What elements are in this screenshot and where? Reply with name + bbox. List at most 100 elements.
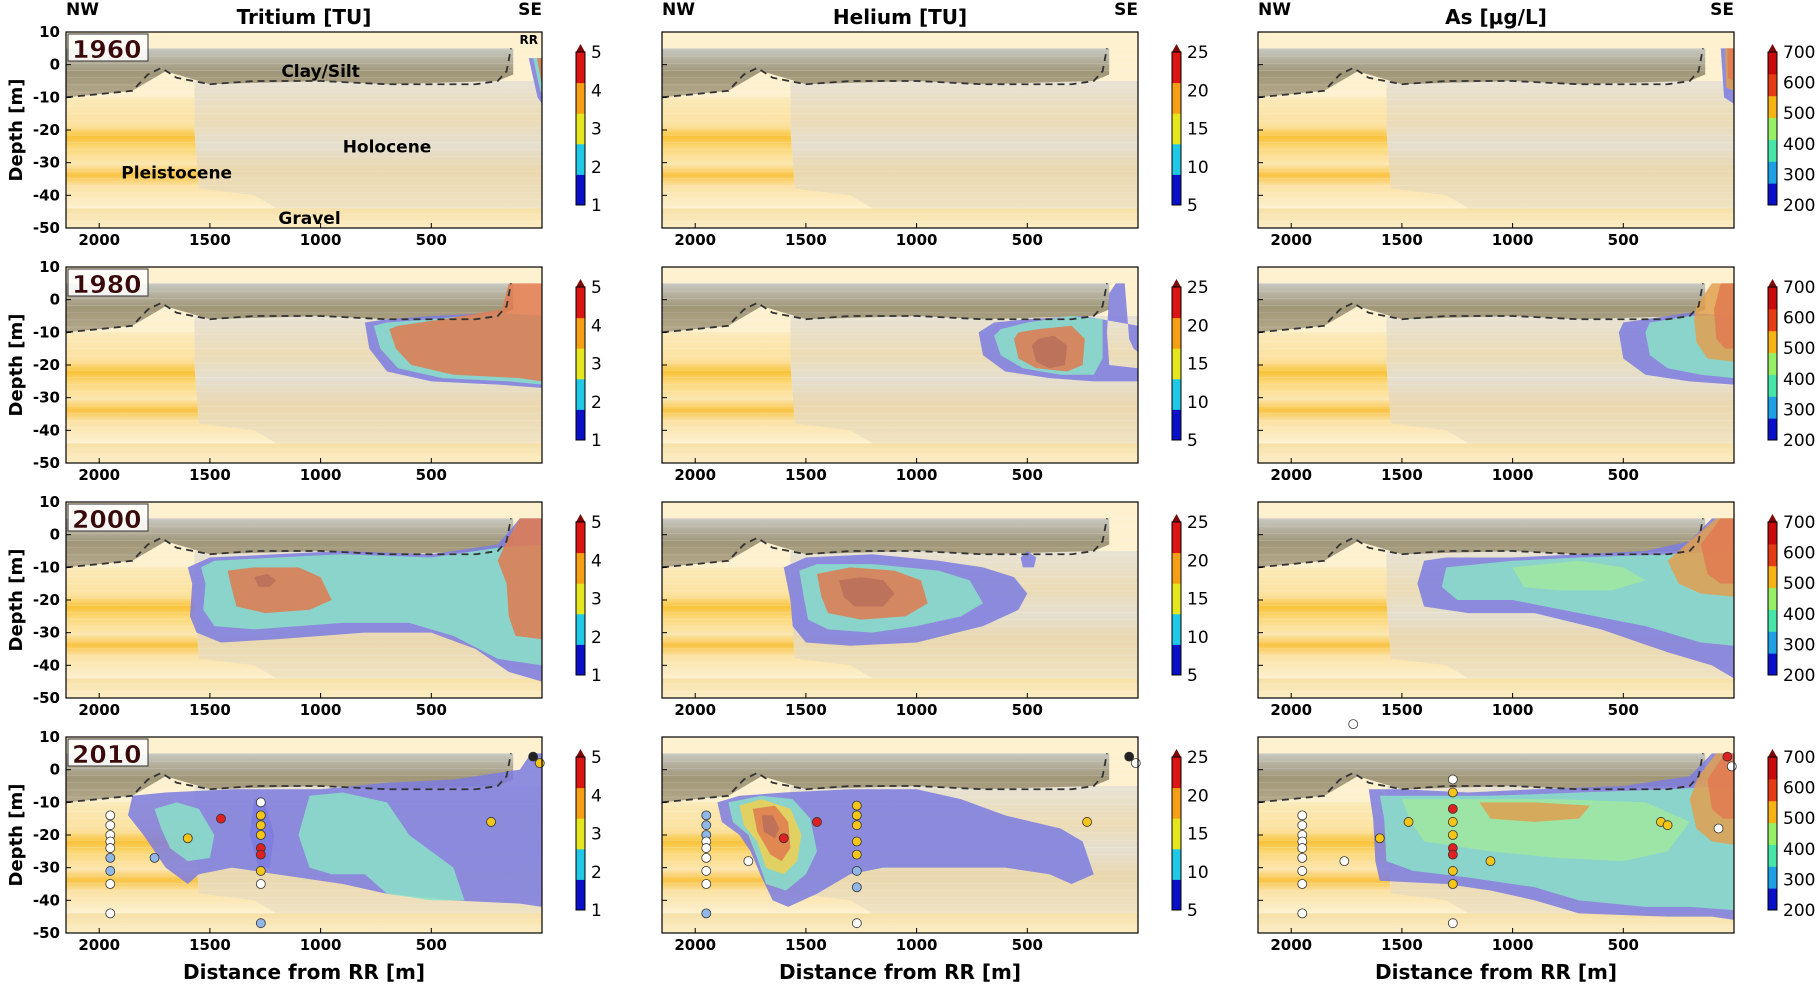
observation-point bbox=[851, 866, 862, 876]
colorbar-band bbox=[1768, 352, 1777, 375]
observation-point bbox=[1297, 879, 1308, 889]
colorbar-tick-label: 1 bbox=[591, 431, 602, 451]
y-tick-label: -50 bbox=[33, 219, 60, 237]
colorbar-extend bbox=[1768, 279, 1777, 287]
panel-r0-c2: 2000 1500 1000 500 200 300 400 500 600 700 bbox=[1257, 31, 1815, 249]
observation-point bbox=[1447, 918, 1458, 929]
colorbar-band bbox=[1768, 161, 1777, 184]
colorbar-tick-label: 700 bbox=[1783, 43, 1815, 63]
observation-point bbox=[851, 849, 862, 860]
pleistocene-layer bbox=[1258, 567, 1469, 679]
y-tick-label: -20 bbox=[33, 356, 60, 374]
observation-point bbox=[701, 810, 712, 821]
pleistocene-layer bbox=[1258, 332, 1469, 444]
observation-point bbox=[255, 797, 266, 808]
colorbar-band bbox=[1172, 143, 1181, 175]
observation-point bbox=[1722, 751, 1733, 762]
x-tick-label: 500 bbox=[416, 466, 447, 484]
y-tick-label: -10 bbox=[33, 88, 60, 106]
contour-level-600 bbox=[1479, 802, 1591, 822]
colorbar-tick-label: 5 bbox=[591, 748, 602, 768]
contour-level-400 bbox=[1441, 551, 1734, 646]
colorbar-tick-label: 600 bbox=[1783, 779, 1815, 799]
observation-point bbox=[1726, 761, 1737, 772]
colorbar-band bbox=[1172, 879, 1181, 911]
contour-level-700 bbox=[1727, 48, 1734, 81]
gravel-layer bbox=[1258, 678, 1734, 698]
y-tick-label: -20 bbox=[33, 591, 60, 609]
colorbar-extend bbox=[1172, 279, 1181, 287]
colorbar-tick-label: 3 bbox=[591, 120, 602, 140]
gravel-layer bbox=[1258, 913, 1734, 933]
clay-silt-layer bbox=[1258, 518, 1706, 568]
y-tick-label: -40 bbox=[33, 421, 60, 439]
colorbar-band bbox=[576, 757, 585, 789]
observation-point bbox=[1447, 830, 1458, 840]
colorbar-tick-label: 20 bbox=[1187, 316, 1209, 336]
colorbar-band bbox=[576, 409, 585, 441]
gravel-layer bbox=[662, 208, 1138, 228]
observation-point bbox=[701, 852, 712, 863]
contour-level-700 bbox=[1700, 518, 1734, 584]
colorbar-band bbox=[576, 348, 585, 380]
observation-point bbox=[812, 817, 822, 827]
panel-r2-c2: 2000 1500 1000 500 200 300 400 500 600 700 bbox=[1257, 501, 1815, 730]
gravel-layer bbox=[66, 443, 542, 463]
observation-point bbox=[105, 820, 116, 831]
colorbar-frame bbox=[575, 51, 586, 206]
y-tick-label: -30 bbox=[33, 859, 60, 877]
year-label-box bbox=[67, 503, 149, 532]
colorbar-frame bbox=[575, 286, 586, 441]
x-tick-label: 2000 bbox=[1270, 231, 1312, 249]
x-tick-label: 2000 bbox=[78, 936, 120, 954]
colorbar-band bbox=[1768, 308, 1777, 332]
colorbar: 200 300 400 500 600 700 bbox=[1767, 748, 1815, 921]
y-tick-label: 10 bbox=[39, 258, 60, 276]
observation-point bbox=[1447, 803, 1458, 814]
year-label: 2010 bbox=[72, 740, 142, 769]
colorbar: 5 10 15 20 25 bbox=[1171, 278, 1209, 451]
colorbar-tick-label: 2 bbox=[591, 158, 602, 178]
colorbar-tick-label: 15 bbox=[1187, 355, 1209, 375]
x-tick-label: 1000 bbox=[300, 231, 342, 249]
colorbar-tick-label: 5 bbox=[1187, 196, 1198, 216]
colorbar-extend bbox=[576, 514, 585, 522]
contour-level-5 bbox=[254, 573, 277, 587]
x-tick-label: 1000 bbox=[896, 701, 938, 719]
clay-silt-layer bbox=[662, 48, 1110, 98]
panel-r1-c0: 2000 1500 1000 500 10 0 -10 -20 -30 -40 -50 1 2 3 4 5 19… bbox=[6, 258, 602, 484]
colorbar-tick-label: 5 bbox=[1187, 431, 1198, 451]
colorbar-tick-label: 600 bbox=[1783, 74, 1815, 94]
x-tick-label: 1000 bbox=[300, 466, 342, 484]
contour-level-5 bbox=[537, 58, 542, 85]
observation-point bbox=[105, 843, 116, 853]
colorbar-band bbox=[576, 552, 585, 584]
colorbar-frame bbox=[1767, 51, 1778, 206]
colorbar-tick-label: 25 bbox=[1187, 43, 1209, 63]
y-tick-label: 10 bbox=[39, 23, 60, 41]
colorbar-band bbox=[1172, 613, 1181, 645]
colorbar-band bbox=[576, 143, 585, 175]
y-tick-label: -30 bbox=[33, 154, 60, 172]
colorbar-extend bbox=[576, 749, 585, 757]
pleistocene-layer bbox=[1258, 97, 1469, 209]
colorbar-tick-label: 500 bbox=[1783, 574, 1815, 594]
contour-level-5 bbox=[717, 789, 1094, 907]
colorbar-tick-label: 400 bbox=[1783, 135, 1815, 155]
year-label-box bbox=[67, 33, 149, 62]
colorbar-frame bbox=[1767, 286, 1778, 441]
colorbar-tick-label: 2 bbox=[591, 863, 602, 883]
x-tick-label: 1500 bbox=[785, 701, 827, 719]
colorbar-extend bbox=[1172, 514, 1181, 522]
colorbar-tick-label: 20 bbox=[1187, 81, 1209, 101]
contour-level-25 bbox=[839, 577, 895, 607]
contour-level-500 bbox=[1512, 560, 1646, 591]
observation-point bbox=[255, 810, 266, 821]
colorbar-tick-label: 1 bbox=[591, 196, 602, 216]
observation-point bbox=[851, 836, 862, 847]
colorbar-tick-label: 300 bbox=[1783, 870, 1815, 890]
colorbar: 1 2 3 4 5 bbox=[575, 278, 602, 451]
colorbar-tick-label: 500 bbox=[1783, 809, 1815, 829]
contour-level-5 bbox=[497, 518, 542, 640]
